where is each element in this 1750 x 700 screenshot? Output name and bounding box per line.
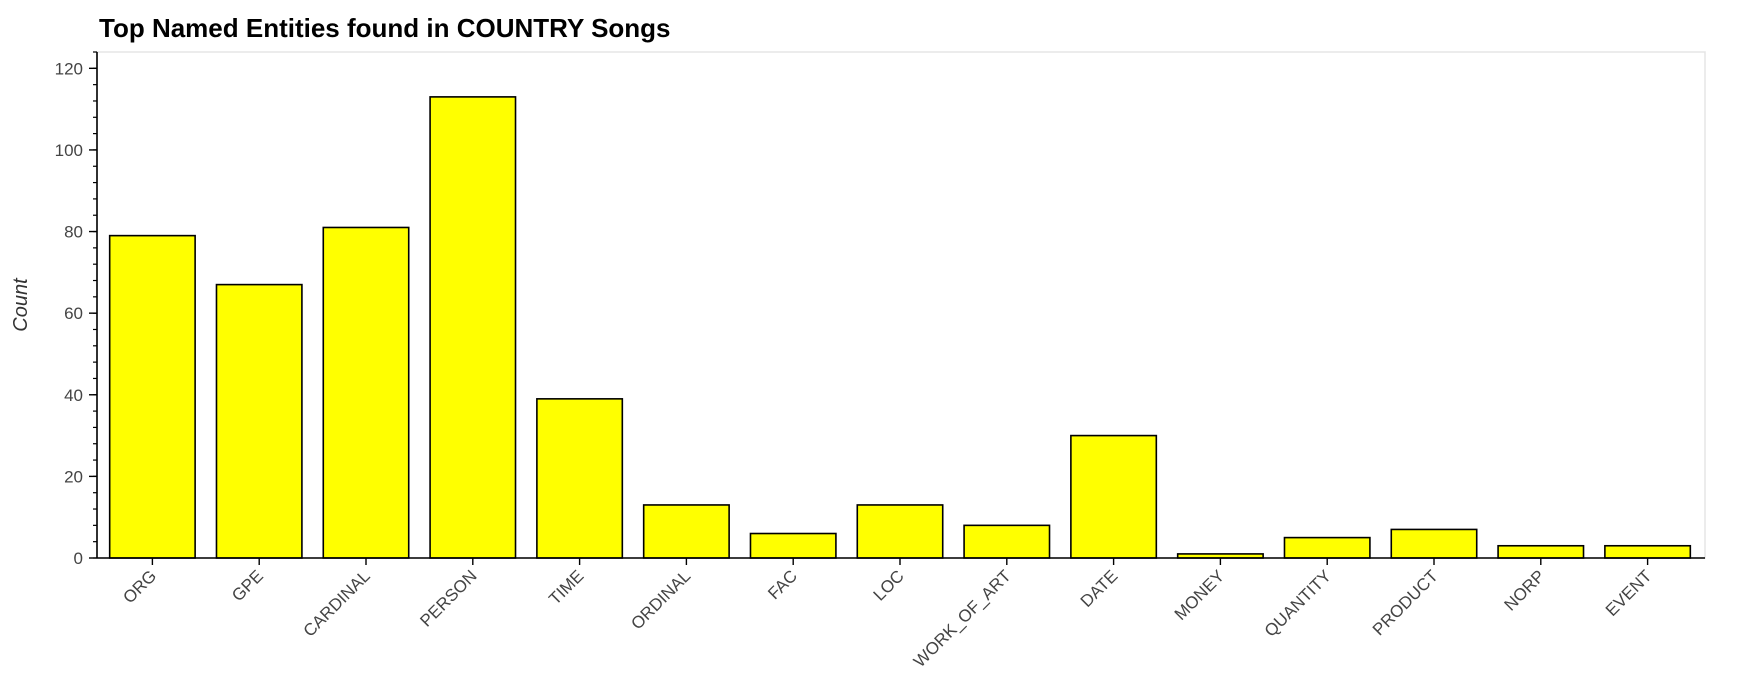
y-axis: 0 20 40 60 80 100 120 (55, 51, 98, 568)
y-tick-label: 80 (64, 223, 83, 242)
bar-quantity (1283, 536, 1371, 559)
x-tick-label: QUANTITY (1261, 566, 1335, 640)
x-tick-label: WORK_OF_ART (910, 566, 1015, 671)
bar-date (1070, 434, 1158, 559)
bar-cardinal (322, 226, 410, 559)
bar-product (1390, 528, 1478, 559)
bar-org (108, 234, 196, 559)
y-tick-label: 20 (64, 467, 83, 486)
x-tick-label: MONEY (1171, 566, 1229, 624)
bar-ordinal (642, 504, 730, 559)
y-tick-label: 0 (74, 549, 83, 568)
bar-work-of-art (963, 524, 1051, 559)
x-tick-label: PERSON (416, 566, 480, 630)
y-tick-label: 100 (55, 141, 83, 160)
bar-norp (1497, 544, 1585, 559)
bars-group (108, 96, 1692, 559)
x-axis: ORG GPE CARDINAL PERSON TIME ORDINAL FAC LOC WOR… (97, 557, 1705, 671)
y-axis-label: Count (10, 277, 32, 332)
x-tick-label: PRODUCT (1369, 566, 1442, 639)
bar-gpe (215, 283, 303, 559)
x-tick-label: CARDINAL (300, 566, 374, 640)
x-tick-label: FAC (764, 566, 801, 603)
x-tick-label: EVENT (1602, 566, 1656, 620)
y-tick-label: 120 (55, 59, 83, 78)
x-tick-label: ORDINAL (627, 566, 694, 633)
bar-loc (856, 504, 944, 559)
x-tick-label: GPE (228, 566, 267, 605)
bar-event (1604, 544, 1692, 559)
bar-person (429, 96, 517, 559)
chart-title: Top Named Entities found in COUNTRY Song… (99, 13, 671, 43)
x-tick-label: TIME (545, 566, 587, 608)
x-tick-label: DATE (1077, 566, 1122, 611)
y-tick-label: 60 (64, 304, 83, 323)
y-tick-label: 40 (64, 386, 83, 405)
x-tick-label: ORG (119, 566, 160, 607)
x-tick-label: NORP (1500, 566, 1548, 614)
bar-time (536, 398, 624, 559)
x-tick-label: LOC (870, 566, 908, 604)
bar-fac (749, 532, 837, 559)
